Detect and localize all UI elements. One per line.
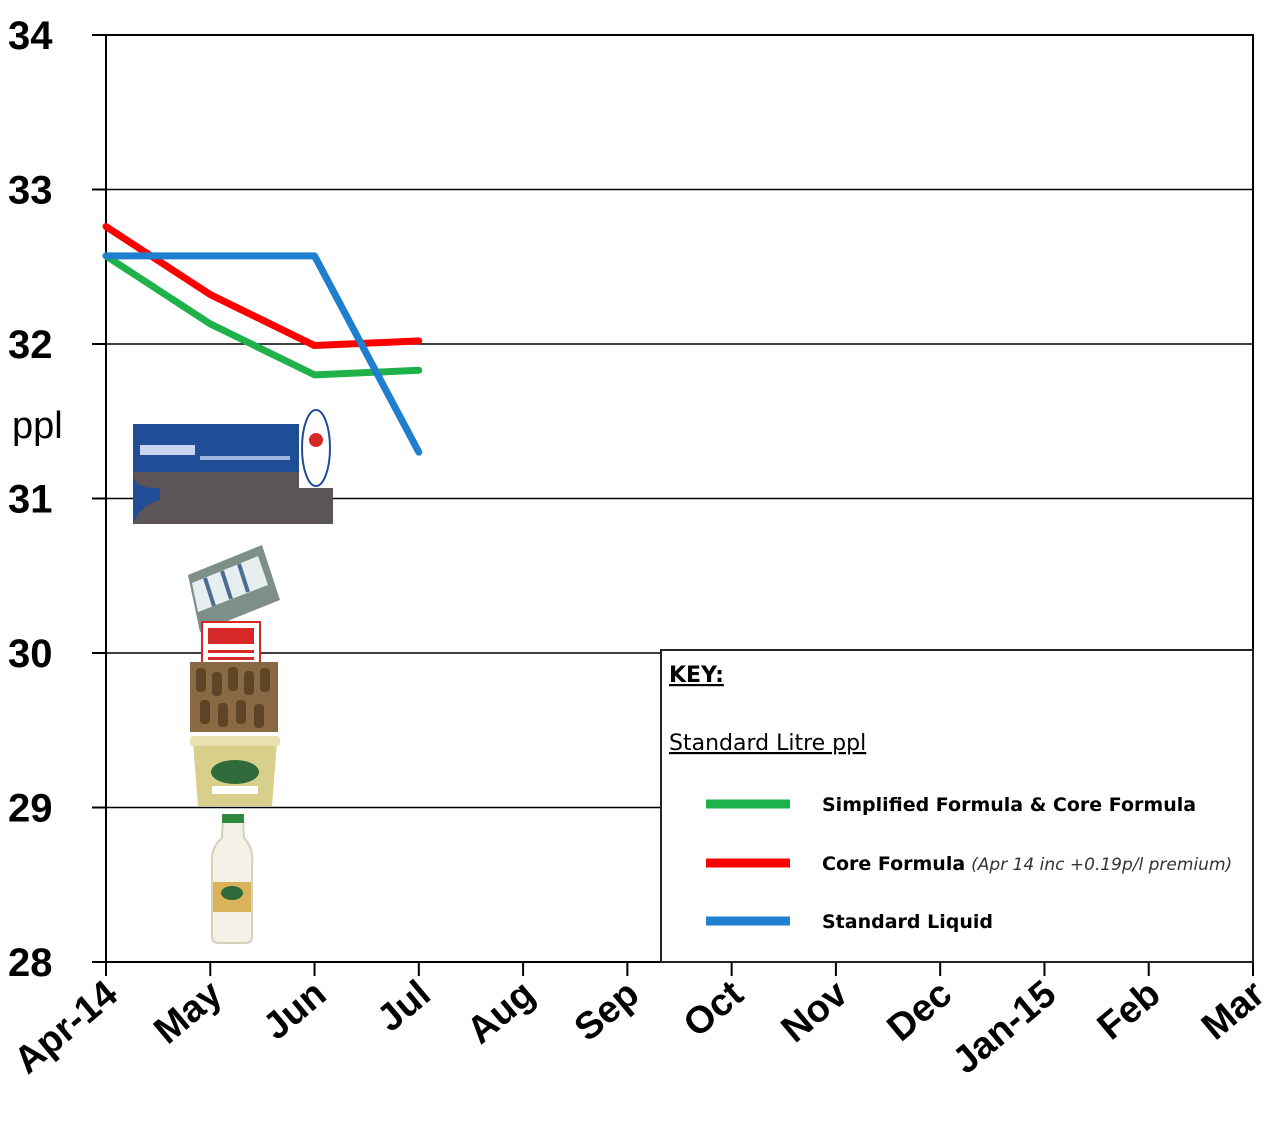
x-tick-label: Oct xyxy=(676,973,752,1046)
y-tick-label: 30 xyxy=(8,632,53,676)
x-tick-label: Sep xyxy=(567,973,647,1050)
red-diesel-sign-image xyxy=(201,621,261,669)
legend-label-3: Standard Liquid xyxy=(822,911,993,933)
x-tick-label: Apr-14 xyxy=(7,973,126,1083)
milkprices-logo-image xyxy=(133,409,333,524)
y-tick-label: 33 xyxy=(8,169,53,213)
x-tick-label: May xyxy=(146,973,230,1053)
x-tick-label: Mar xyxy=(1194,973,1271,1049)
series-line-2 xyxy=(102,223,423,350)
series-lines xyxy=(102,223,423,456)
legend-label-2: Core Formula (Apr 14 inc +0.19p/l premium… xyxy=(822,853,1232,875)
x-tick-label: Feb xyxy=(1090,973,1169,1049)
legend-title: KEY: xyxy=(669,663,724,688)
x-tick-label: Aug xyxy=(459,973,543,1053)
cream-tub-image xyxy=(190,736,280,806)
y-tick-label: 32 xyxy=(8,323,53,367)
legend-label-1: Simplified Formula & Core Formula xyxy=(822,794,1196,816)
x-tick-label: Nov xyxy=(774,973,856,1051)
y-tick-label: 29 xyxy=(8,787,53,831)
x-tick-label: Jul xyxy=(370,973,439,1040)
milk-bottle-image xyxy=(210,814,254,944)
y-axis-ticks: 34 33 32 31 30 29 28 xyxy=(8,14,106,985)
x-tick-label: Dec xyxy=(880,973,960,1050)
x-tick-label: Jan-15 xyxy=(945,973,1064,1083)
y-tick-label: 34 xyxy=(8,14,53,58)
y-tick-label: 28 xyxy=(8,941,53,985)
fertiliser-bags-image xyxy=(188,545,280,632)
y-axis-label: ppl xyxy=(12,405,63,447)
series-line-1 xyxy=(102,252,423,379)
legend: KEY: Standard Litre ppl Simplified Formu… xyxy=(660,649,1254,963)
x-tick-label: Jun xyxy=(256,973,335,1049)
legend-items: Simplified Formula & Core Formula Core Fo… xyxy=(706,794,1232,933)
feed-pellets-image xyxy=(190,662,278,732)
series-line-3 xyxy=(102,252,423,456)
legend-subtitle: Standard Litre ppl xyxy=(669,731,866,756)
y-tick-label: 31 xyxy=(8,478,53,522)
